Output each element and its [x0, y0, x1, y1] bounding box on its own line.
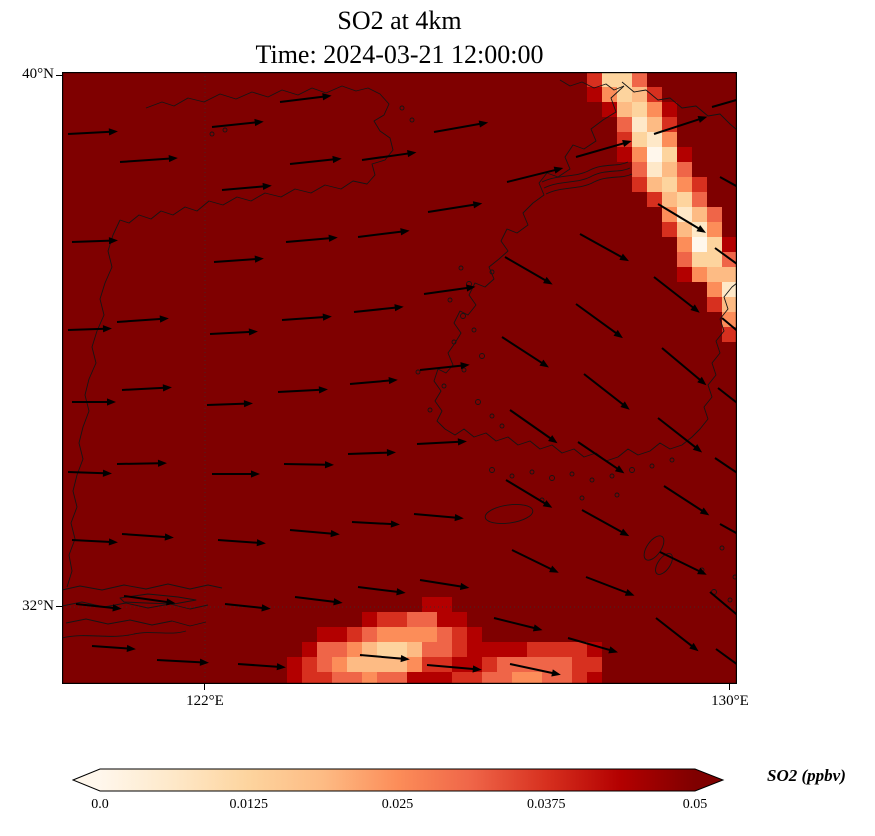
- colorbar-tick-labels: 0.0 0.0125 0.025 0.0375 0.05: [72, 797, 732, 817]
- plot-border: [62, 72, 737, 684]
- map-plot: [61, 72, 766, 687]
- x-tick-label-122e: 122°E: [186, 693, 224, 709]
- colorbar-tick-label: 0.0: [91, 797, 109, 812]
- coastlines: [61, 79, 738, 639]
- y-tick-label-32n: 32°N: [22, 598, 54, 614]
- colorbar-tick-label: 0.0125: [229, 797, 269, 812]
- y-tick-mark-32n: [56, 606, 62, 608]
- so2-field-background: [62, 72, 737, 684]
- colorbar-canvas: [71, 768, 725, 792]
- x-tick-label-130e: 130°E: [711, 693, 749, 709]
- title-block: SO2 at 4km Time: 2024-03-21 12:00:00: [62, 4, 737, 72]
- x-tick-mark-130e: [729, 684, 731, 690]
- colorbar-gradient-bar: [71, 768, 725, 792]
- chart-subtitle: Time: 2024-03-21 12:00:00: [255, 40, 544, 69]
- chart-title: SO2 at 4km: [337, 6, 462, 35]
- colorbar: [71, 766, 732, 794]
- colorbar-tick-label: 0.05: [682, 797, 708, 812]
- y-tick-label-40n: 40°N: [22, 66, 54, 82]
- colorbar-tick-label: 0.025: [381, 797, 414, 812]
- colorbar-tick-label: 0.0375: [527, 797, 566, 812]
- graticule: [62, 72, 737, 684]
- y-tick-mark-40n: [56, 75, 62, 77]
- x-tick-mark-122e: [204, 684, 206, 690]
- colorbar-label: SO2 (ppbv): [767, 766, 846, 785]
- so2-map-canvas: [61, 72, 766, 687]
